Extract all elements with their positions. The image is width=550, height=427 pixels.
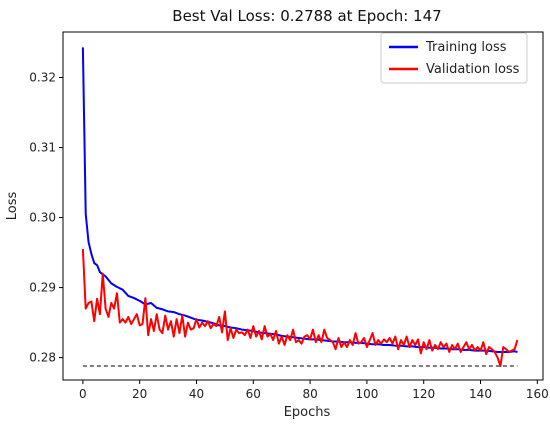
legend-label-validation: Validation loss — [426, 62, 520, 77]
x-tick-label: 0 — [79, 387, 87, 401]
x-tick-label: 80 — [302, 387, 317, 401]
legend-frame — [380, 32, 528, 84]
validation-loss-line — [81, 249, 519, 367]
plot-area: 0 20 40 60 80 100 120 140 160 0.28 0.29 0.30 0.31 0.3… — [29, 31, 549, 401]
x-tick-label: 40 — [189, 387, 204, 401]
y-axis-label: Loss — [5, 192, 20, 221]
x-tick-label: 20 — [132, 387, 147, 401]
y-tick-label: 0.32 — [29, 71, 56, 85]
plot-frame — [62, 31, 544, 381]
x-tick-label: 140 — [469, 387, 492, 401]
x-tick-label: 60 — [246, 387, 261, 401]
x-tick-label: 120 — [412, 387, 435, 401]
legend: Training loss Validation loss — [380, 32, 528, 84]
training-loss-line — [81, 47, 518, 353]
x-tick-label: 160 — [526, 387, 549, 401]
x-tick-label: 100 — [355, 387, 378, 401]
y-tick-label: 0.29 — [29, 281, 56, 295]
chart-title: Best Val Loss: 0.2788 at Epoch: 147 — [172, 7, 441, 25]
x-axis-label: Epochs — [284, 405, 331, 420]
y-tick-label: 0.30 — [29, 211, 56, 225]
y-tick-label: 0.31 — [29, 141, 56, 155]
y-tick-label: 0.28 — [29, 351, 56, 365]
legend-label-training: Training loss — [425, 40, 507, 55]
